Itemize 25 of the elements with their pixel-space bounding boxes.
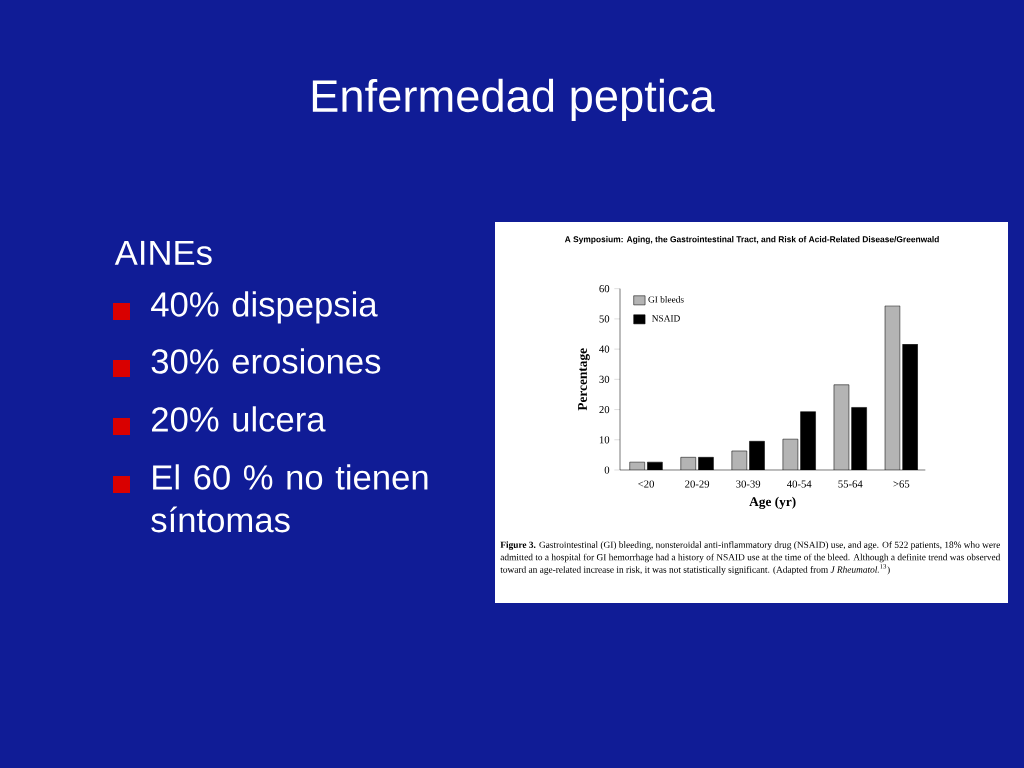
y-axis-title: Percentage [578, 348, 590, 411]
y-tick-label: 20 [599, 405, 610, 414]
y-tick-label: 30 [599, 375, 610, 383]
text: AINEs [114, 240, 212, 266]
legend-label: NSAID [652, 315, 680, 322]
text: 30% erosiones [151, 348, 381, 374]
text: 20% ulcera [152, 406, 326, 432]
x-tick-label: 30-39 [736, 480, 761, 488]
y-tick-label: 50 [599, 315, 610, 323]
x-tick-label: <20 [638, 480, 654, 488]
x-tick-label: 20-29 [685, 480, 710, 488]
chart-title: Enfermedad peptica [312, 78, 715, 122]
x-tick-label: 55-64 [838, 480, 863, 488]
text: El 60 % no tienen síntomas [151, 464, 428, 533]
text: 40% dispepsia [151, 291, 378, 324]
legend-label: GI bleeds [648, 296, 684, 303]
x-tick-label: >65 [893, 480, 910, 488]
y-tick-label: 40 [599, 345, 610, 353]
y-tick-label: 0 [604, 466, 610, 474]
x-axis-title: Age (yr) [749, 496, 796, 509]
x-tick-label: 40-54 [786, 480, 812, 488]
y-tick-label: 60 [599, 285, 610, 293]
y-tick-label: 10 [599, 436, 610, 444]
text: A Symposium: Aging, the Gastrointestinal Tract, and Risk of Acid-Related Disease/Greenwald [564, 236, 939, 244]
text: Figure 3. Gastrointestinal (GI) bleeding, nonsteroidal anti-inflammatory drug (NSAID) use, and age. Of 522 patients, 18% who were admitted to a hospital for GI hemorrhage had a history of NSAID use at the time of the bleed. Although a definite trend was observed toward an age-related increase in risk, it was not statistically significant. (Adapted from J Rheumatol.$^{13}$) [500, 541, 1001, 575]
